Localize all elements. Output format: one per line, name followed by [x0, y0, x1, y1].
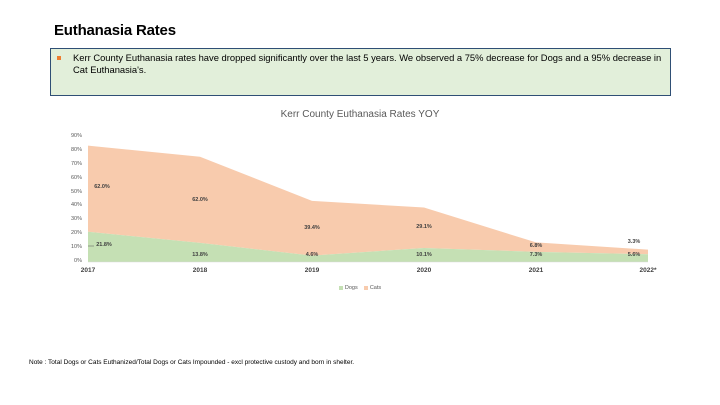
y-tick-label: 70% — [70, 160, 82, 167]
legend-cats: Cats — [369, 285, 382, 291]
x-tick-label: 2018 — [192, 267, 208, 274]
y-tick-label: 60% — [70, 174, 82, 181]
cat-data-label: 29.1% — [416, 224, 432, 230]
legend-dogs: Dogs — [344, 285, 358, 291]
chart-title: Kerr County Euthanasia Rates YOY — [280, 109, 440, 120]
cat-data-label: 62.0% — [94, 184, 110, 190]
dog-data-label: 21.8% — [96, 242, 112, 248]
x-tick-label: 2022* — [639, 267, 657, 274]
dogs-area — [88, 231, 648, 262]
dog-data-label: 10.1% — [416, 252, 432, 258]
legend: Dogs Cats — [0, 285, 720, 291]
dog-data-label: 13.8% — [192, 252, 208, 258]
y-tick-label: 30% — [70, 216, 82, 223]
y-tick-label: 20% — [70, 230, 82, 237]
x-tick-label: 2017 — [80, 267, 96, 274]
legend-swatch-dogs — [338, 285, 343, 290]
cat-data-label: 62.0% — [192, 197, 208, 203]
y-tick-label: 10% — [70, 244, 82, 251]
x-tick-label: 2020 — [416, 267, 432, 274]
dog-data-label: 7.3% — [529, 252, 543, 258]
bullet-icon — [57, 56, 61, 60]
y-tick-label: 80% — [70, 146, 82, 153]
footnote: Note : Total Dogs or Cats Euthanized/Tot… — [29, 359, 355, 366]
cats-area — [88, 145, 648, 256]
cat-data-label: 3.3% — [627, 239, 641, 245]
legend-swatch-cats — [363, 285, 368, 290]
cat-data-label: 39.4% — [304, 225, 320, 231]
y-tick-label: 90% — [70, 133, 82, 139]
dog-data-label: 5.6% — [627, 252, 641, 258]
x-tick-label: 2021 — [528, 267, 544, 274]
x-tick-label: 2019 — [304, 267, 320, 274]
y-tick-label: 0% — [74, 258, 82, 264]
cat-data-label: 6.8% — [529, 243, 543, 249]
callout-text: Kerr County Euthanasia rates have droppe… — [73, 52, 662, 75]
y-tick-label: 50% — [70, 188, 82, 195]
summary-callout: Kerr County Euthanasia rates have droppe… — [50, 48, 671, 96]
page-title: Euthanasia Rates — [54, 22, 176, 39]
y-tick-label: 40% — [70, 202, 82, 209]
dog-data-label: 4.6% — [305, 252, 319, 258]
